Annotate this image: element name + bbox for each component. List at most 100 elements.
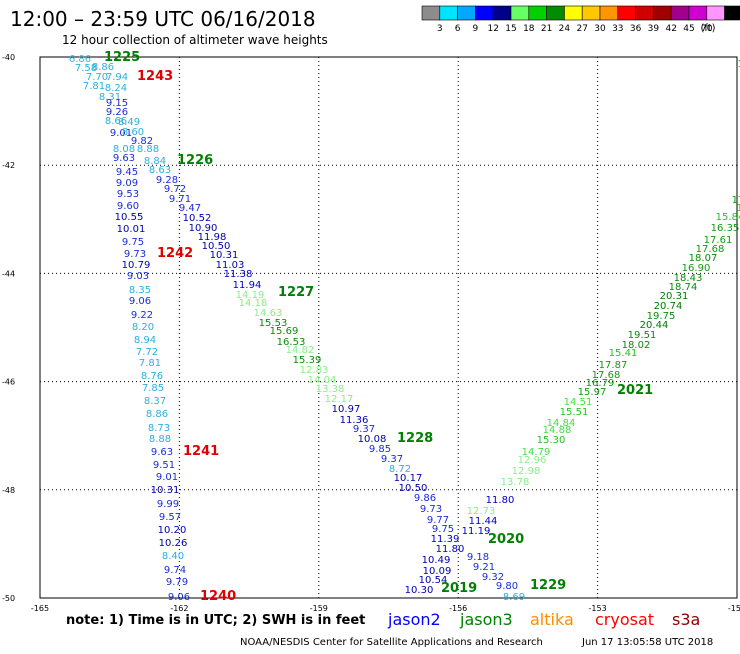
scale-swatch <box>492 5 512 21</box>
swh-value: 14.51 <box>564 397 593 408</box>
swh-value: 10.26 <box>159 538 188 549</box>
satellite-legend-item: altika <box>530 610 574 629</box>
swh-value: 17.87 <box>599 360 628 371</box>
swh-value: 14.79 <box>522 447 551 458</box>
swh-value: 8.73 <box>148 423 170 434</box>
scale-swatch <box>653 5 672 21</box>
swh-value: 18.43 <box>674 273 703 284</box>
swh-value: 9.06 <box>129 296 151 307</box>
swh-value: 8.37 <box>144 396 166 407</box>
pass-label: 2020 <box>488 532 524 547</box>
swh-value: 8.20 <box>132 322 154 333</box>
swh-value: 16.79 <box>586 378 615 389</box>
scale-swatch <box>670 5 690 21</box>
swh-value: 7.81 <box>139 358 161 369</box>
swh-value: 9.45 <box>116 167 138 178</box>
latitude-axis-labels: -40 -42 -44 -46 -48 -50 <box>2 53 15 603</box>
satellite-legend: jason2 jason3 altika cryosat s3a <box>387 610 700 629</box>
swh-value: 9.75 <box>122 237 144 248</box>
swh-value: 7.72 <box>136 347 158 358</box>
swh-value: 9.79 <box>166 577 188 588</box>
swh-value: 8.66 <box>105 116 127 127</box>
scale-tick-label: 15 <box>505 24 516 34</box>
pass-label: 2021 <box>617 383 653 398</box>
swh-value: 8.24 <box>105 83 127 94</box>
swh-value: 20.31 <box>660 291 689 302</box>
latitude-label: -50 <box>2 594 15 603</box>
scale-swatch <box>421 5 441 21</box>
swh-value: 9.63 <box>113 153 135 164</box>
scale-swatch <box>617 5 636 21</box>
scale-tick-label: 18 <box>523 24 535 34</box>
scale-swatch <box>599 5 619 21</box>
swh-value: 10.30 <box>405 585 434 596</box>
scale-unit-label: (ft) <box>700 23 715 34</box>
swh-value: 8.69 <box>503 592 525 603</box>
footer-credit: NOAA/NESDIS Center for Satellite Applica… <box>240 637 543 648</box>
swh-value: 10.50 <box>202 241 231 252</box>
pass-label: 1243 <box>137 69 173 84</box>
swh-value: 8.88 <box>149 434 171 445</box>
longitude-label: -162 <box>170 604 188 613</box>
swh-value: 9.15 <box>106 98 128 109</box>
scale-tick-label: 70 <box>701 24 713 34</box>
scale-swatch <box>688 5 708 21</box>
longitude-label: -165 <box>31 604 49 613</box>
latitude-label: -44 <box>2 269 15 278</box>
swh-value: 11.36 <box>340 415 369 426</box>
swh-value: 8.08 <box>113 144 135 155</box>
swh-value: 7.70 <box>86 72 108 83</box>
swh-value: 10.55 <box>115 212 144 223</box>
scale-swatch <box>581 5 601 21</box>
satellite-legend-item: jason2 <box>387 610 441 629</box>
swh-value: 15.53 <box>259 318 288 329</box>
swh-value: 7.81 <box>83 81 105 92</box>
swh-value: 9.28 <box>156 175 178 186</box>
swh-value: 11.80 <box>436 544 465 555</box>
swh-value: 7.58 <box>75 63 97 74</box>
swh-value: 18.02 <box>622 340 651 351</box>
swh-value: 8.86 <box>146 409 168 420</box>
swh-value: 16.90 <box>682 263 711 274</box>
swh-value: 17.68 <box>696 244 725 255</box>
pass-label: 1227 <box>278 285 314 300</box>
scale-tick-label: 30 <box>594 24 606 34</box>
longitude-label: -150 <box>728 604 740 613</box>
swh-value: 8.76 <box>141 371 163 382</box>
swh-value: 14.18 <box>239 298 268 309</box>
swh-value: 9.26 <box>106 107 128 118</box>
swh-value: 10.20 <box>158 525 187 536</box>
swh-value: 14.19 <box>236 290 265 301</box>
swh-value: 9.37 <box>381 454 403 465</box>
swh-value: 9.01 <box>156 472 178 483</box>
swh-value: 9.75 <box>432 524 454 535</box>
swh-value: 12.96 <box>518 455 547 466</box>
swh-value: 15.69 <box>270 326 299 337</box>
scale-tick-label: 3 <box>437 24 443 34</box>
swh-value: 8.94 <box>134 335 156 346</box>
swh-value: 14.88 <box>543 425 572 436</box>
swh-value: 9.71 <box>169 194 191 205</box>
swh-value: 15.84 <box>716 212 740 223</box>
swh-value: 11.38 <box>224 269 253 280</box>
scale-tick-label: 6 <box>455 24 461 34</box>
swh-value: 9.99 <box>157 499 179 510</box>
swh-value: 9.21 <box>473 562 495 573</box>
scale-tick-label: 45 <box>683 24 694 34</box>
swh-value: 8.60 <box>122 127 144 138</box>
swh-value: 8.63 <box>149 165 171 176</box>
swh-value: 17.68 <box>592 370 621 381</box>
swh-value: 9.47 <box>179 203 201 214</box>
scale-swatch <box>439 5 458 21</box>
swh-value: 9.51 <box>153 460 175 471</box>
swh-value: 8.88 <box>137 144 159 155</box>
swh-value: 10.08 <box>358 434 387 445</box>
swh-value: 16.35 <box>711 223 740 234</box>
swh-value: 9.60 <box>117 201 139 212</box>
swh-value: 11.98 <box>198 232 227 243</box>
swh-value: 10.09 <box>423 566 452 577</box>
pass-labels: 1225 1243 1226 1242 1227 1228 1241 1240 2020 2019… <box>104 50 653 604</box>
swh-value: 9.72 <box>164 184 186 195</box>
scale-tick-label: 33 <box>612 24 623 34</box>
